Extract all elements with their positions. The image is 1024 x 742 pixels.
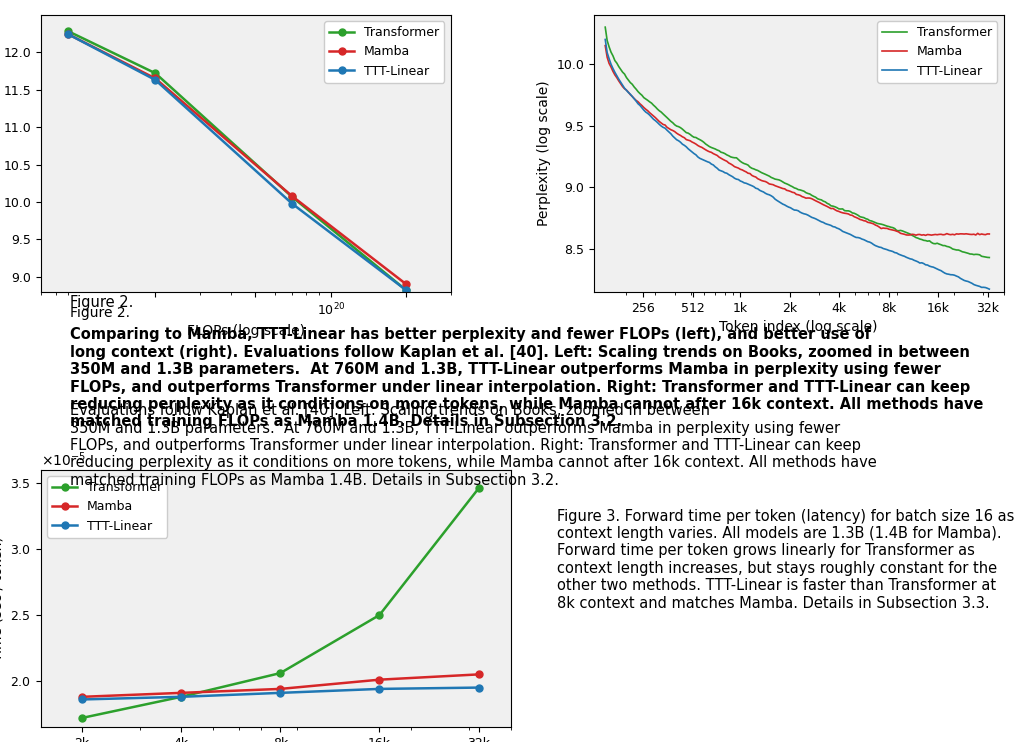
Line: TTT-Linear: TTT-Linear xyxy=(65,31,410,294)
TTT-Linear xyxy=(400,286,413,295)
TTT-Linear xyxy=(623,88,635,97)
Transformer xyxy=(983,253,995,262)
Mamba xyxy=(472,670,484,679)
Mamba xyxy=(920,231,932,240)
Transformer xyxy=(274,669,287,677)
Transformer xyxy=(964,249,976,258)
Transformer xyxy=(76,714,88,723)
Line: Mamba: Mamba xyxy=(79,671,482,700)
Mamba xyxy=(983,229,995,238)
Mamba xyxy=(614,79,627,88)
Transformer xyxy=(671,122,683,131)
Transformer xyxy=(950,246,963,255)
Transformer xyxy=(599,23,611,32)
Legend: Transformer, Mamba, TTT-Linear: Transformer, Mamba, TTT-Linear xyxy=(325,21,444,82)
TTT-Linear xyxy=(76,695,88,704)
Transformer xyxy=(400,286,413,295)
Text: Comparing to Mamba, TTT-Linear has better perplexity and fewer FLOPs (left), and: Comparing to Mamba, TTT-Linear has bette… xyxy=(70,327,983,430)
Mamba xyxy=(150,74,162,83)
Y-axis label: Time (sec / token): Time (sec / token) xyxy=(0,536,5,661)
Line: Transformer: Transformer xyxy=(605,27,989,257)
TTT-Linear xyxy=(599,35,611,44)
TTT-Linear xyxy=(472,683,484,692)
TTT-Linear xyxy=(374,684,386,693)
Transformer xyxy=(472,484,484,493)
TTT-Linear xyxy=(150,76,162,85)
Mamba xyxy=(599,41,611,50)
Mamba xyxy=(76,692,88,701)
Mamba xyxy=(62,30,75,39)
Text: Figure 3. Forward time per token (latency) for batch size 16 as
context length v: Figure 3. Forward time per token (latenc… xyxy=(557,508,1015,611)
Mamba xyxy=(952,230,965,239)
Transformer xyxy=(374,611,386,620)
X-axis label: FLOPs (log scale): FLOPs (log scale) xyxy=(186,324,305,338)
Transformer xyxy=(62,27,75,36)
Mamba xyxy=(966,230,978,239)
Mamba xyxy=(286,191,298,200)
TTT-Linear xyxy=(983,285,995,294)
TTT-Linear xyxy=(950,272,963,280)
Transformer xyxy=(614,65,627,73)
Transformer xyxy=(701,141,714,150)
Y-axis label: Perplexity (log scale): Perplexity (log scale) xyxy=(537,81,551,226)
TTT-Linear xyxy=(175,692,187,701)
Transformer xyxy=(150,69,162,78)
Mamba xyxy=(671,128,683,137)
Mamba xyxy=(175,689,187,697)
X-axis label: Token index (log scale): Token index (log scale) xyxy=(720,320,878,334)
Line: Mamba: Mamba xyxy=(605,45,989,235)
Line: TTT-Linear: TTT-Linear xyxy=(605,39,989,289)
TTT-Linear xyxy=(701,157,714,166)
Legend: Transformer, Mamba, TTT-Linear: Transformer, Mamba, TTT-Linear xyxy=(878,21,997,82)
TTT-Linear xyxy=(62,30,75,39)
Text: Evaluations follow Kaplan et al. [40]. Left: Scaling trends on Books, zoomed in : Evaluations follow Kaplan et al. [40]. L… xyxy=(70,403,877,487)
TTT-Linear xyxy=(964,278,976,287)
Mamba xyxy=(623,88,635,96)
Text: Figure 2.: Figure 2. xyxy=(70,295,142,310)
TTT-Linear xyxy=(671,135,683,144)
Line: TTT-Linear: TTT-Linear xyxy=(79,684,482,703)
Legend: Transformer, Mamba, TTT-Linear: Transformer, Mamba, TTT-Linear xyxy=(47,476,167,538)
Transformer xyxy=(623,76,635,85)
Mamba xyxy=(274,684,287,693)
Line: Transformer: Transformer xyxy=(65,28,410,294)
Line: Transformer: Transformer xyxy=(79,485,482,721)
Line: Mamba: Mamba xyxy=(65,31,410,288)
Transformer xyxy=(175,692,187,701)
TTT-Linear xyxy=(286,199,298,208)
TTT-Linear xyxy=(274,689,287,697)
Transformer xyxy=(286,192,298,201)
Mamba xyxy=(400,280,413,289)
TTT-Linear xyxy=(614,78,627,87)
Mamba xyxy=(701,146,714,155)
Text: Figure 2.: Figure 2. xyxy=(70,306,134,320)
Mamba xyxy=(374,675,386,684)
